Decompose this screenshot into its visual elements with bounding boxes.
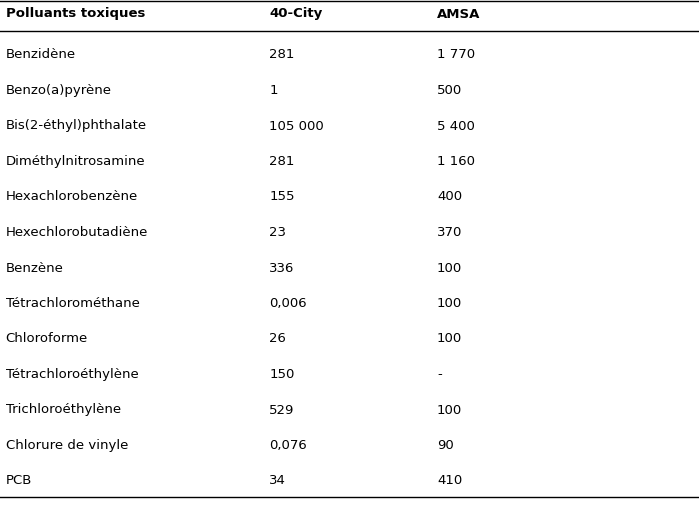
Text: 0,076: 0,076	[269, 438, 307, 451]
Text: 90: 90	[437, 438, 454, 451]
Text: Benzidène: Benzidène	[6, 48, 75, 62]
Text: 500: 500	[437, 84, 462, 97]
Text: -: -	[437, 367, 442, 380]
Text: 100: 100	[437, 296, 462, 309]
Text: 23: 23	[269, 225, 286, 239]
Text: Benzo(a)pyrène: Benzo(a)pyrène	[6, 84, 112, 97]
Text: Diméthylnitrosamine: Diméthylnitrosamine	[6, 155, 145, 167]
Text: Hexachlorobenzène: Hexachlorobenzène	[6, 190, 138, 203]
Text: Benzène: Benzène	[6, 261, 64, 274]
Text: 40-City: 40-City	[269, 8, 322, 20]
Text: Polluants toxiques: Polluants toxiques	[6, 8, 145, 20]
Text: 26: 26	[269, 332, 286, 345]
Text: 100: 100	[437, 332, 462, 345]
Text: 1 160: 1 160	[437, 155, 475, 167]
Text: Tétrachloroéthylène: Tétrachloroéthylène	[6, 367, 138, 380]
Text: 150: 150	[269, 367, 294, 380]
Text: 1: 1	[269, 84, 278, 97]
Text: 410: 410	[437, 473, 462, 487]
Text: 34: 34	[269, 473, 286, 487]
Text: 281: 281	[269, 155, 294, 167]
Text: 281: 281	[269, 48, 294, 62]
Text: 1 770: 1 770	[437, 48, 475, 62]
Text: 155: 155	[269, 190, 294, 203]
Text: 370: 370	[437, 225, 462, 239]
Text: 400: 400	[437, 190, 462, 203]
Text: 100: 100	[437, 403, 462, 416]
Text: Hexechlorobutadiène: Hexechlorobutadiène	[6, 225, 148, 239]
Text: Tétrachlorométhane: Tétrachlorométhane	[6, 296, 140, 309]
Text: Trichloroéthylène: Trichloroéthylène	[6, 403, 121, 416]
Text: 5 400: 5 400	[437, 119, 475, 132]
Text: Chloroforme: Chloroforme	[6, 332, 88, 345]
Text: 336: 336	[269, 261, 294, 274]
Text: 529: 529	[269, 403, 294, 416]
Text: 105 000: 105 000	[269, 119, 324, 132]
Text: PCB: PCB	[6, 473, 32, 487]
Text: 100: 100	[437, 261, 462, 274]
Text: Chlorure de vinyle: Chlorure de vinyle	[6, 438, 128, 451]
Text: 0,006: 0,006	[269, 296, 307, 309]
Text: Bis(2-éthyl)phthalate: Bis(2-éthyl)phthalate	[6, 119, 147, 132]
Text: AMSA: AMSA	[437, 8, 480, 20]
